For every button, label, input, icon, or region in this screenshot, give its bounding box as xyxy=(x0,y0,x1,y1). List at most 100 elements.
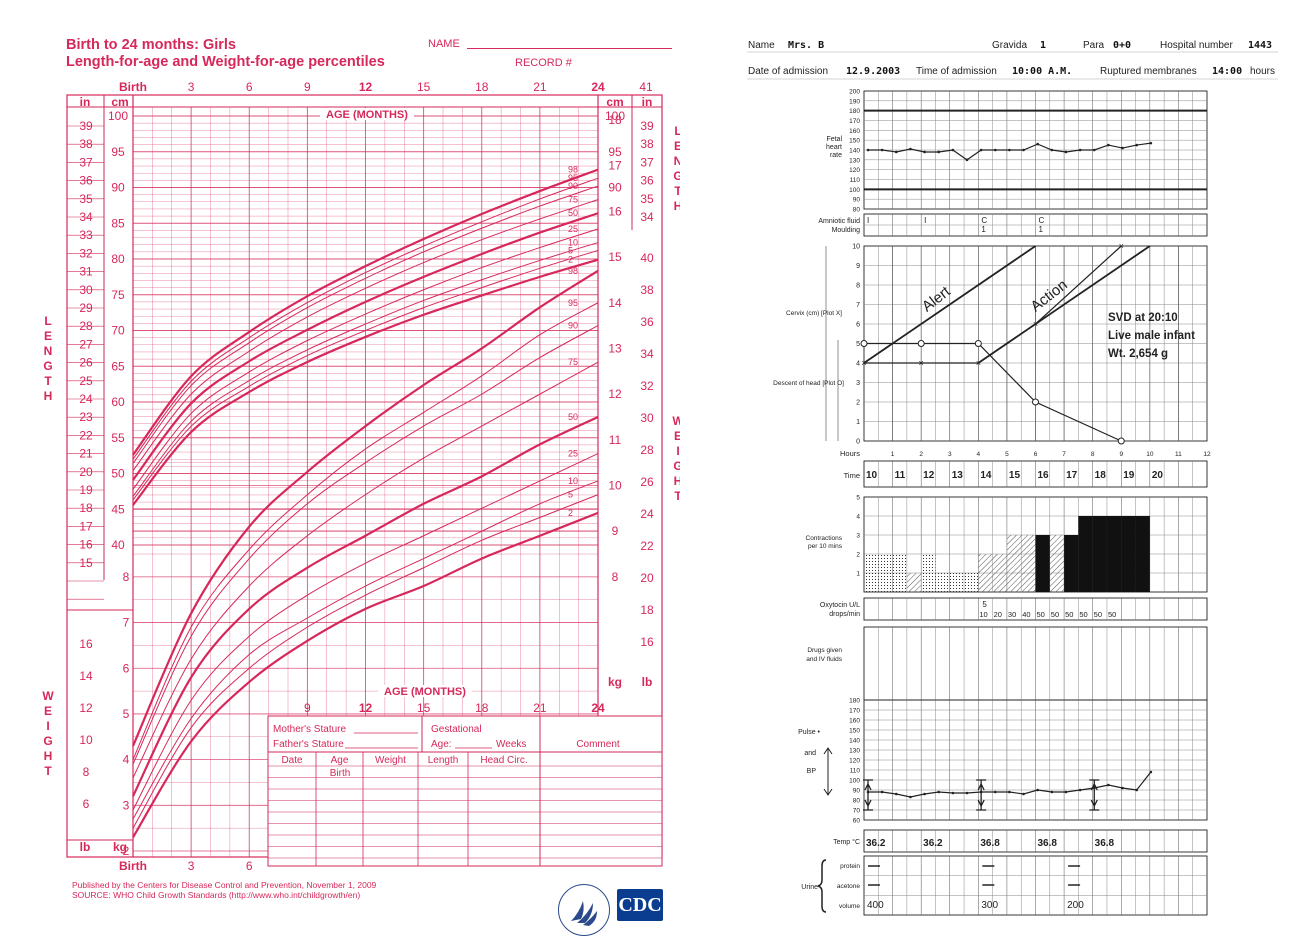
fhr-tick: 180 xyxy=(849,108,860,115)
weight-percentile-label: 2 xyxy=(568,508,573,518)
fhr-point xyxy=(1107,143,1110,147)
weight-lb-tick-right: 24 xyxy=(640,507,654,521)
length-percentile-curve-95 xyxy=(132,177,599,460)
length-word-letter-right: E xyxy=(674,139,680,153)
fhr-point xyxy=(909,147,912,151)
comment-label: Comment xyxy=(576,739,620,750)
length-percentile-curve-25 xyxy=(132,228,599,490)
fhr-tick: 140 xyxy=(849,148,860,155)
hospital-number-value: 1443 xyxy=(1248,40,1273,51)
cervix-tick: 3 xyxy=(856,380,860,387)
name-field[interactable] xyxy=(467,48,672,49)
moulding-value: 1 xyxy=(1039,225,1044,234)
pulse-point xyxy=(1050,790,1054,794)
pulse-point xyxy=(880,790,884,794)
length-inch-tick-left: 17 xyxy=(79,519,93,533)
contraction-bar xyxy=(1064,535,1079,592)
weight-lb-tick-right: 34 xyxy=(640,347,654,361)
weight-kg-tick-right: 13 xyxy=(608,341,622,355)
length-percentile-curve-5 xyxy=(132,249,599,501)
amniotic-value: I xyxy=(924,216,926,225)
unit-cm-left: cm xyxy=(111,95,128,109)
fhr-point xyxy=(866,148,870,152)
amniotic-value: I xyxy=(867,216,869,225)
weight-percentile-curve-75 xyxy=(132,361,599,779)
weight-lb-tick-right: 26 xyxy=(640,475,654,489)
weight-lb-tick-right: 28 xyxy=(640,443,654,457)
length-percentile-label: 5 xyxy=(568,245,573,255)
time-value: 19 xyxy=(1123,470,1135,481)
temp-value: 36.2 xyxy=(866,838,886,849)
pulse-tick: 120 xyxy=(849,758,860,765)
length-inch-tick-left: 31 xyxy=(79,265,93,279)
weight-word-letter-right: T xyxy=(674,489,680,503)
descent-o-marker xyxy=(1032,398,1039,406)
fhr-point xyxy=(1092,148,1096,152)
partograph-chart: 2001901801701601501401301201101009080Fet… xyxy=(747,51,1278,916)
length-inch-tick-left: 24 xyxy=(79,392,93,406)
hours-unit-label: hours xyxy=(1250,66,1276,77)
bp-arrow-marker xyxy=(976,779,987,811)
drugs-label-2: and IV fluids xyxy=(806,656,843,663)
form-col-header: Age xyxy=(331,755,349,766)
volume-value: 200 xyxy=(1067,900,1084,911)
pulse-tick: 160 xyxy=(849,718,860,725)
pulse-point xyxy=(937,790,941,794)
length-word-letter-right: G xyxy=(673,169,680,183)
drugs-label-1: Drugs given xyxy=(807,647,842,654)
fhr-tick: 190 xyxy=(849,98,860,105)
and-label: and xyxy=(804,750,816,757)
weight-kg-tick-left: 7 xyxy=(123,616,130,630)
length-cm-tick-left: 80 xyxy=(111,252,125,266)
weight-word-letter-left: G xyxy=(43,734,52,748)
oxytocin-drop-value: 20 xyxy=(994,610,1002,619)
length-cm-tick-left: 55 xyxy=(111,431,125,445)
cervix-tick: 5 xyxy=(856,341,860,348)
length-percentile-curve-98 xyxy=(132,168,599,456)
age-tick-top: 3 xyxy=(188,80,195,94)
length-inch-tick-left: 38 xyxy=(79,137,93,151)
weight-lb-tick-right: 36 xyxy=(640,315,654,329)
length-cm-tick-right: 95 xyxy=(608,145,622,159)
pulse-label: Pulse • xyxy=(798,729,820,736)
growth-footer-line1: Published by the Centers for Disease Con… xyxy=(72,880,377,890)
pulse-point xyxy=(909,795,912,799)
growth-title-line1: Birth to 24 months: Girls xyxy=(66,37,236,53)
weight-lb-tick-right: 22 xyxy=(640,539,654,553)
hours-label: Hours xyxy=(840,449,860,458)
length-inch-tick-left: 27 xyxy=(79,337,93,351)
bp-label: BP xyxy=(807,768,817,775)
volume-label: volume xyxy=(839,903,860,910)
fhr-label: Fetal xyxy=(826,136,842,143)
oxytocin-drop-value: 50 xyxy=(1094,610,1102,619)
pulse-point xyxy=(1078,788,1082,792)
descent-o-marker xyxy=(917,340,925,347)
gestational-label: Gestational xyxy=(431,724,482,735)
weight-lb-tick-left: 12 xyxy=(79,701,93,715)
cervix-tick: 9 xyxy=(856,263,860,270)
length-percentile-curve-75 xyxy=(132,199,599,471)
hours-tick: 2 xyxy=(919,451,923,458)
fhr-point xyxy=(1149,141,1153,145)
oxytocin-drop-value: 30 xyxy=(1008,610,1016,619)
length-inch-tick-left: 30 xyxy=(79,283,93,297)
cervix-tick: 10 xyxy=(852,244,860,251)
oxytocin-drop-value: 50 xyxy=(1051,610,1059,619)
admission-date-value: 12.9.2003 xyxy=(846,66,901,77)
length-percentile-label: 95 xyxy=(568,173,578,183)
weight-percentile-curve-50 xyxy=(132,415,599,797)
weight-word-letter-right: G xyxy=(673,459,680,473)
age-tick-top: Birth xyxy=(119,80,147,94)
length-inch-tick-left: 25 xyxy=(79,374,93,388)
fhr-point xyxy=(1050,148,1054,152)
length-cm-tick-left: 50 xyxy=(111,467,125,481)
cervix-x-marker: × xyxy=(1033,319,1038,329)
length-inch-tick-left: 18 xyxy=(79,501,93,515)
pulse-point xyxy=(1064,790,1068,794)
time-value: 14 xyxy=(980,470,992,481)
fhr-tick: 130 xyxy=(849,157,860,164)
length-percentile-label: 2 xyxy=(568,255,573,265)
cervix-x-marker: × xyxy=(1119,241,1124,251)
fhr-point xyxy=(1008,148,1011,152)
pulse-tick: 130 xyxy=(849,748,860,755)
